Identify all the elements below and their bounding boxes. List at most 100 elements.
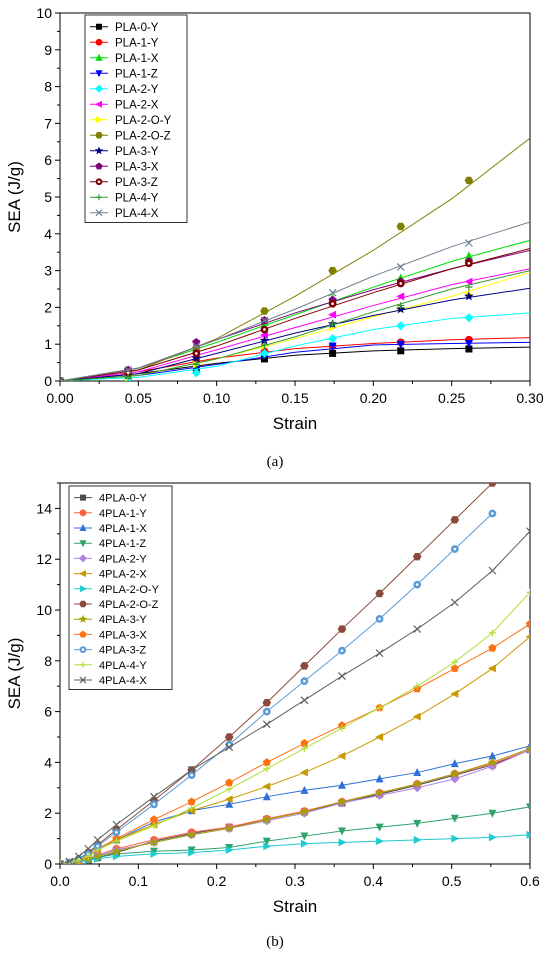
chart-panel-b: 0.0 0.1 0.2 0.3 0.4 0.5 0.6 0 2 4 6 8 10 12 14 Strain SE… xyxy=(5,482,540,916)
data-point-4pla-2-o-y xyxy=(376,837,385,846)
x-tick-label: 0.6 xyxy=(520,873,540,889)
legend-label: 4PLA-2-O-Z xyxy=(99,599,159,611)
legend-marker xyxy=(78,614,88,623)
data-point-4pla-4-x xyxy=(112,820,121,829)
series-4pla-2-y xyxy=(60,745,530,864)
legend-item-4pla-2-x: 4PLA-2-X xyxy=(74,569,147,581)
data-point-4pla-1-z xyxy=(488,809,497,818)
data-point-4pla-3-z xyxy=(338,646,346,655)
data-point-4pla-1-x xyxy=(450,759,459,768)
data-point-4pla-2-x xyxy=(487,664,496,673)
legend-marker xyxy=(95,209,103,217)
data-point-4pla-4-y xyxy=(338,724,346,732)
data-point-4pla-4-x xyxy=(150,792,158,801)
legend-label: 4PLA-3-Z xyxy=(99,645,146,657)
legend-box xyxy=(84,14,188,223)
series-pla-1-x xyxy=(60,239,530,381)
series-4pla-4-y xyxy=(60,588,530,864)
legend-item-4pla-4-x: 4PLA-4-X xyxy=(74,675,147,687)
series-line-4pla-2-o-y xyxy=(60,834,530,864)
data-point-4pla-3-y xyxy=(337,796,347,806)
legend-label: PLA-1-Z xyxy=(115,68,158,80)
data-point-4pla-2-x xyxy=(299,768,308,777)
legend-marker xyxy=(95,100,102,108)
data-point-4pla-3-y xyxy=(92,851,103,861)
data-point-4pla-1-x xyxy=(300,785,309,794)
data-point-pla-2-o-z xyxy=(328,266,337,275)
data-point-4pla-4-x xyxy=(74,852,83,861)
legend-label: 4PLA-3-X xyxy=(99,629,147,641)
data-point-pla-4-x xyxy=(192,342,201,350)
data-point-4pla-3-y xyxy=(487,757,498,767)
legend-marker xyxy=(80,585,87,593)
data-point-4pla-2-x xyxy=(224,795,233,804)
series-line-pla-2-x xyxy=(60,268,530,381)
data-point-4pla-3-z xyxy=(375,614,384,623)
series-line-4pla-2-o-z xyxy=(60,483,493,864)
legend-item-4pla-3-z: 4PLA-3-Z xyxy=(74,645,146,657)
series-line-4pla-2-y xyxy=(60,749,530,864)
data-point-pla-4-y xyxy=(124,373,132,381)
y-tick-label: 10 xyxy=(36,5,52,21)
data-point-4pla-4-y xyxy=(300,744,308,752)
legend-label: PLA-3-X xyxy=(115,161,159,173)
legend-marker xyxy=(79,630,87,638)
data-point-4pla-2-o-z xyxy=(224,733,234,741)
x-tick-label: 0.10 xyxy=(203,390,230,406)
data-point-pla-3-z xyxy=(465,259,473,268)
x-tick-label: 0.0 xyxy=(50,873,70,889)
legend-item-pla-1-x: PLA-1-X xyxy=(90,53,159,65)
legend-marker xyxy=(95,131,103,139)
data-point-4pla-2-o-z xyxy=(450,516,460,524)
y-tick-label: 3 xyxy=(44,263,52,279)
data-point-4pla-3-x xyxy=(450,664,459,672)
legend-item-pla-3-z: PLA-3-Z xyxy=(90,177,158,189)
legend-marker xyxy=(96,23,102,30)
data-point-4pla-4-x xyxy=(526,527,530,536)
legend-item-4pla-0-y: 4PLA-0-Y xyxy=(74,493,147,505)
legend-label: 4PLA-1-Z xyxy=(99,538,146,550)
data-point-4pla-4-x xyxy=(413,625,422,633)
data-point-4pla-2-o-y xyxy=(188,848,197,857)
data-point-pla-1-z xyxy=(396,340,405,349)
legend-item-4pla-3-y: 4PLA-3-Y xyxy=(74,614,147,626)
series-4pla-4-x xyxy=(60,527,530,864)
data-point-4pla-2-x xyxy=(375,733,384,741)
data-point-4pla-1-z xyxy=(262,837,271,846)
data-point-4pla-2-o-y xyxy=(225,846,234,855)
series-line-pla-3-x xyxy=(60,249,530,381)
data-point-4pla-4-y xyxy=(65,859,73,864)
legend-item-4pla-4-y: 4PLA-4-Y xyxy=(74,660,147,672)
data-point-4pla-2-o-z xyxy=(488,483,497,487)
legend-item-pla-0-y: PLA-0-Y xyxy=(90,22,159,34)
series-pla-3-z xyxy=(60,248,530,381)
legend-item-pla-3-x: PLA-3-X xyxy=(90,161,159,173)
legend-marker xyxy=(94,146,104,155)
data-point-pla-3-z xyxy=(124,369,133,377)
data-point-pla-1-z xyxy=(328,342,337,351)
data-point-pla-3-z xyxy=(260,325,269,334)
data-point-4pla-3-y xyxy=(525,743,530,753)
data-point-pla-4-y xyxy=(192,360,200,368)
y-tick-label: 12 xyxy=(36,551,52,567)
legend-marker xyxy=(96,194,102,201)
plot-area xyxy=(60,137,530,381)
series-pla-4-x xyxy=(60,221,530,381)
data-point-4pla-3-x xyxy=(225,778,234,787)
data-point-4pla-3-z xyxy=(150,800,158,809)
data-point-4pla-4-y xyxy=(451,658,459,666)
data-point-4pla-2-x xyxy=(262,782,271,791)
data-point-pla-2-x xyxy=(464,277,473,286)
data-point-4pla-4-x xyxy=(338,672,346,680)
legend-marker xyxy=(79,646,87,653)
plot-area xyxy=(60,483,530,864)
legend-marker xyxy=(96,116,103,124)
y-axis-label: SEA (J/g) xyxy=(5,638,24,710)
legend-item-pla-3-y: PLA-3-Y xyxy=(90,146,159,158)
y-tick-label: 0 xyxy=(44,373,52,389)
data-point-4pla-4-y xyxy=(94,846,102,854)
data-point-4pla-3-y xyxy=(374,787,385,797)
data-point-pla-4-x xyxy=(260,316,269,325)
data-point-4pla-1-z xyxy=(375,823,384,832)
legend-label: PLA-2-O-Y xyxy=(115,115,172,127)
